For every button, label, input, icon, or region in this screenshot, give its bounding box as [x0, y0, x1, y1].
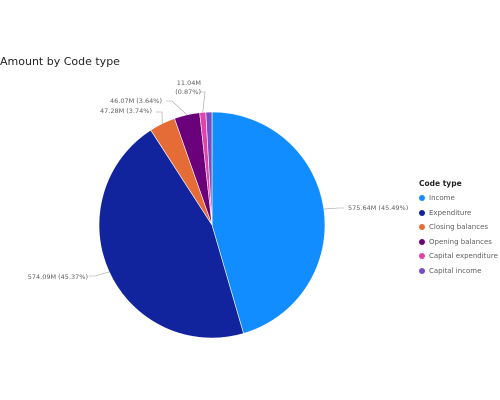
legend-marker — [419, 253, 425, 260]
data-label-income: 575.64M (45.49%) — [348, 204, 408, 212]
leader-line-income — [323, 207, 344, 210]
legend-label: Capital expenditure — [429, 252, 498, 261]
legend-marker — [419, 238, 425, 245]
legend-item-expenditure[interactable]: Expenditure — [419, 206, 498, 221]
legend-item-capital-expenditure[interactable]: Capital expenditure — [419, 249, 498, 264]
legend-title: Code type — [419, 179, 462, 188]
leader-line-opening-balances — [166, 100, 188, 116]
chart-title: Amount by Code type — [0, 55, 120, 68]
legend: Code type Income Expenditure Closing balan… — [419, 179, 498, 278]
legend-item-closing-balances[interactable]: Closing balances — [419, 220, 498, 235]
data-label-expenditure: 574.09M (45.37%) — [28, 273, 88, 281]
pie-slice-income[interactable] — [211, 111, 326, 334]
pie-slice-capital-income[interactable] — [205, 111, 213, 226]
legend-marker — [419, 195, 425, 202]
legend-marker — [419, 224, 425, 231]
data-label-capital-expenditure: 11.04M (0.87%) — [175, 79, 201, 96]
legend-marker — [419, 209, 425, 216]
legend-label: Income — [429, 194, 455, 203]
legend-label: Capital income — [429, 266, 482, 275]
legend-label: Closing balances — [429, 223, 489, 232]
data-label-closing-balances: 47.28M (3.74%) — [100, 107, 152, 115]
leader-line-closing-balances — [156, 111, 163, 124]
pie-slice-expenditure[interactable] — [98, 129, 244, 339]
legend-label: Expenditure — [429, 208, 472, 217]
legend-label: Opening balances — [429, 237, 492, 246]
leader-line-expenditure — [89, 271, 110, 277]
legend-item-capital-income[interactable]: Capital income — [419, 264, 498, 279]
legend-item-opening-balances[interactable]: Opening balances — [419, 235, 498, 250]
legend-item-income[interactable]: Income — [419, 191, 498, 206]
leader-line-capital-expenditure — [199, 91, 206, 113]
data-label-opening-balances: 46.07M (3.64%) — [110, 97, 162, 105]
legend-marker — [419, 267, 425, 274]
